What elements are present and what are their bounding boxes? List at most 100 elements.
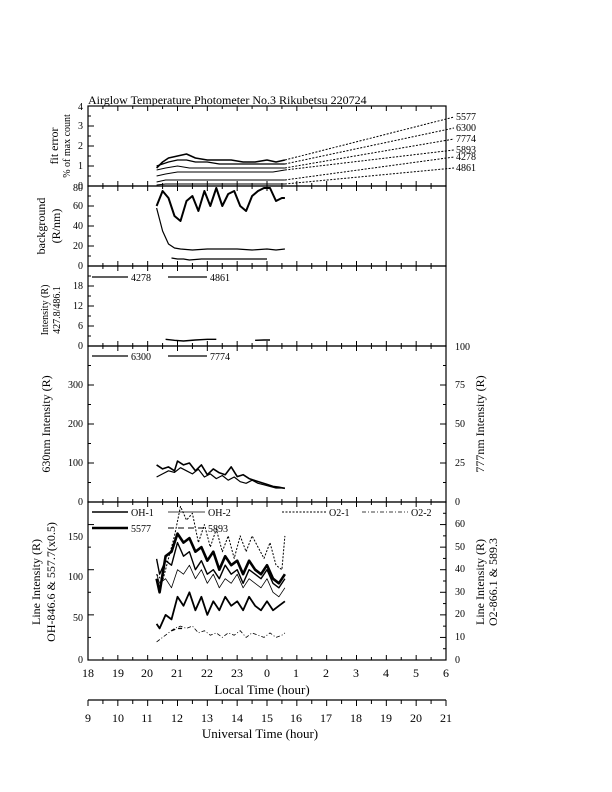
line-intensity-oh1 (155, 541, 286, 589)
red-tick-100: 100 (68, 458, 83, 469)
background-line-lower (171, 257, 267, 261)
lt-tick-4: 4 (383, 666, 389, 680)
ut-tick-10: 10 (112, 711, 124, 725)
red-right-ticklabels: 0 25 50 75 100 (455, 342, 470, 508)
red-left-ticklabels: 0 100 200 300 (68, 380, 83, 508)
red-tick-0: 0 (78, 497, 83, 508)
callout-leader-4278 (284, 156, 455, 181)
line-intensity-o22 (156, 625, 286, 643)
legend-label-o22: O2-2 (411, 508, 432, 519)
red-rtick-50: 50 (455, 419, 465, 430)
fit-tick-3: 3 (78, 121, 83, 132)
bg-tick-60: 60 (73, 201, 83, 212)
lt-tick-6: 6 (443, 666, 449, 680)
blue-legend: 4278 4861 (92, 273, 230, 284)
ut-tick-13: 13 (201, 711, 213, 725)
red-intensity-line-6300 (156, 460, 286, 490)
lt-tick-0: 0 (264, 666, 270, 680)
blue-tick-6: 6 (78, 321, 83, 332)
legend-label-oh1: OH-1 (131, 508, 154, 519)
ut-ticklabels: 9 10 11 12 13 14 15 16 17 18 19 20 21 (85, 711, 452, 725)
red-tick-200: 200 (68, 419, 83, 430)
blue-ylabel-bottom: 427.8/486.1 (52, 286, 63, 334)
blue-tick-18: 18 (73, 281, 83, 292)
callout-leader-6300 (284, 127, 455, 165)
ut-tick-12: 12 (171, 711, 183, 725)
line-rtick-0: 0 (455, 655, 460, 666)
background-line-upper (155, 187, 285, 222)
bg-tick-40: 40 (73, 221, 83, 232)
line-legend: OH-1 OH-2 O2-1 O2-2 5577 5893 (92, 508, 432, 535)
lt-tick-19: 19 (112, 666, 124, 680)
lt-ticklabels: 18 19 20 21 22 23 0 1 2 3 4 5 6 (82, 666, 449, 680)
line-tick-100: 100 (68, 572, 83, 583)
data-series (155, 116, 455, 643)
line-rtick-60: 60 (455, 519, 465, 530)
bg-tick-20: 20 (73, 241, 83, 252)
fit-error-line-7774 (156, 165, 285, 171)
line-ylabel-left-top: Line Intensity (R) (29, 539, 43, 625)
line-rtick-50: 50 (455, 542, 465, 553)
bg-tick-80: 80 (73, 183, 83, 194)
ut-tick-20: 20 (410, 711, 422, 725)
bg-tick-0: 0 (78, 261, 83, 272)
chart-title: Airglow Temperature Photometer No.3 Riku… (88, 93, 367, 107)
callout-leader-4861 (284, 167, 455, 185)
fit-error-ylabel-bottom: % of max count (62, 114, 73, 178)
fit-error-ticklabels: 0 1 2 3 4 (78, 102, 83, 192)
lt-tick-2: 2 (323, 666, 329, 680)
blue-tick-0: 0 (78, 341, 83, 352)
lt-axis-label: Local Time (hour) (214, 682, 309, 697)
lt-tick-18: 18 (82, 666, 94, 680)
red-rtick-0: 0 (455, 497, 460, 508)
callout-4278: 4278 (456, 152, 476, 163)
ut-tick-9: 9 (85, 711, 91, 725)
ut-tick-18: 18 (350, 711, 362, 725)
blue-tick-12: 12 (73, 301, 83, 312)
ut-axis-label: Universal Time (hour) (202, 726, 318, 741)
lt-tick-1: 1 (293, 666, 299, 680)
red-legend: 6300 7774 (92, 352, 230, 363)
ut-tick-11: 11 (141, 711, 153, 725)
red-intensity-line-7774 (156, 467, 285, 489)
line-rtick-30: 30 (455, 587, 465, 598)
line-intensity-5893 (155, 591, 286, 630)
fit-tick-2: 2 (78, 141, 83, 152)
background-ylabel-bottom: (R/nm) (49, 209, 63, 244)
ut-tick-14: 14 (231, 711, 243, 725)
line-intensity-5577 (155, 532, 286, 594)
red-rtick-100: 100 (455, 342, 470, 353)
legend-label-4861: 4861 (210, 273, 230, 284)
red-rtick-25: 25 (455, 458, 465, 469)
red-ylabel-right: 777nm Intensity (R) (473, 375, 487, 472)
lt-tick-20: 20 (141, 666, 153, 680)
legend-label-o21: O2-1 (329, 508, 350, 519)
callout-leader-5577 (284, 116, 455, 161)
fit-tick-1: 1 (78, 161, 83, 172)
ut-tick-15: 15 (261, 711, 273, 725)
line-intensity-dash (171, 627, 184, 632)
line-intensity-oh2 (156, 564, 286, 598)
lt-tick-5: 5 (413, 666, 419, 680)
line-intensity-o21 (156, 506, 286, 582)
legend-label-7774: 7774 (210, 352, 230, 363)
line-ylabel-left-bottom: OH-846.6 & 557.7(x0.5) (44, 522, 58, 642)
ut-tick-21: 21 (440, 711, 452, 725)
ut-tick-19: 19 (380, 711, 392, 725)
line-tick-50: 50 (73, 613, 83, 624)
callout-7774: 7774 (456, 134, 476, 145)
blue-ylabel-top: Intensity (R) (40, 285, 51, 336)
ut-tick-17: 17 (320, 711, 332, 725)
blue-ticklabels: 0 6 12 18 (73, 281, 83, 352)
red-ylabel-left: 630nm Intensity (R) (39, 375, 53, 472)
blue-intensity-line-4278 (165, 338, 217, 342)
background-line-middle (156, 207, 285, 251)
fit-tick-4: 4 (78, 102, 83, 113)
callout-4861: 4861 (456, 163, 476, 174)
lt-tick-23: 23 (231, 666, 243, 680)
callout-5577: 5577 (456, 112, 476, 123)
red-intensity-panel (87, 345, 447, 503)
line-tick-150: 150 (68, 532, 83, 543)
legend-label-5577: 5577 (131, 524, 151, 535)
